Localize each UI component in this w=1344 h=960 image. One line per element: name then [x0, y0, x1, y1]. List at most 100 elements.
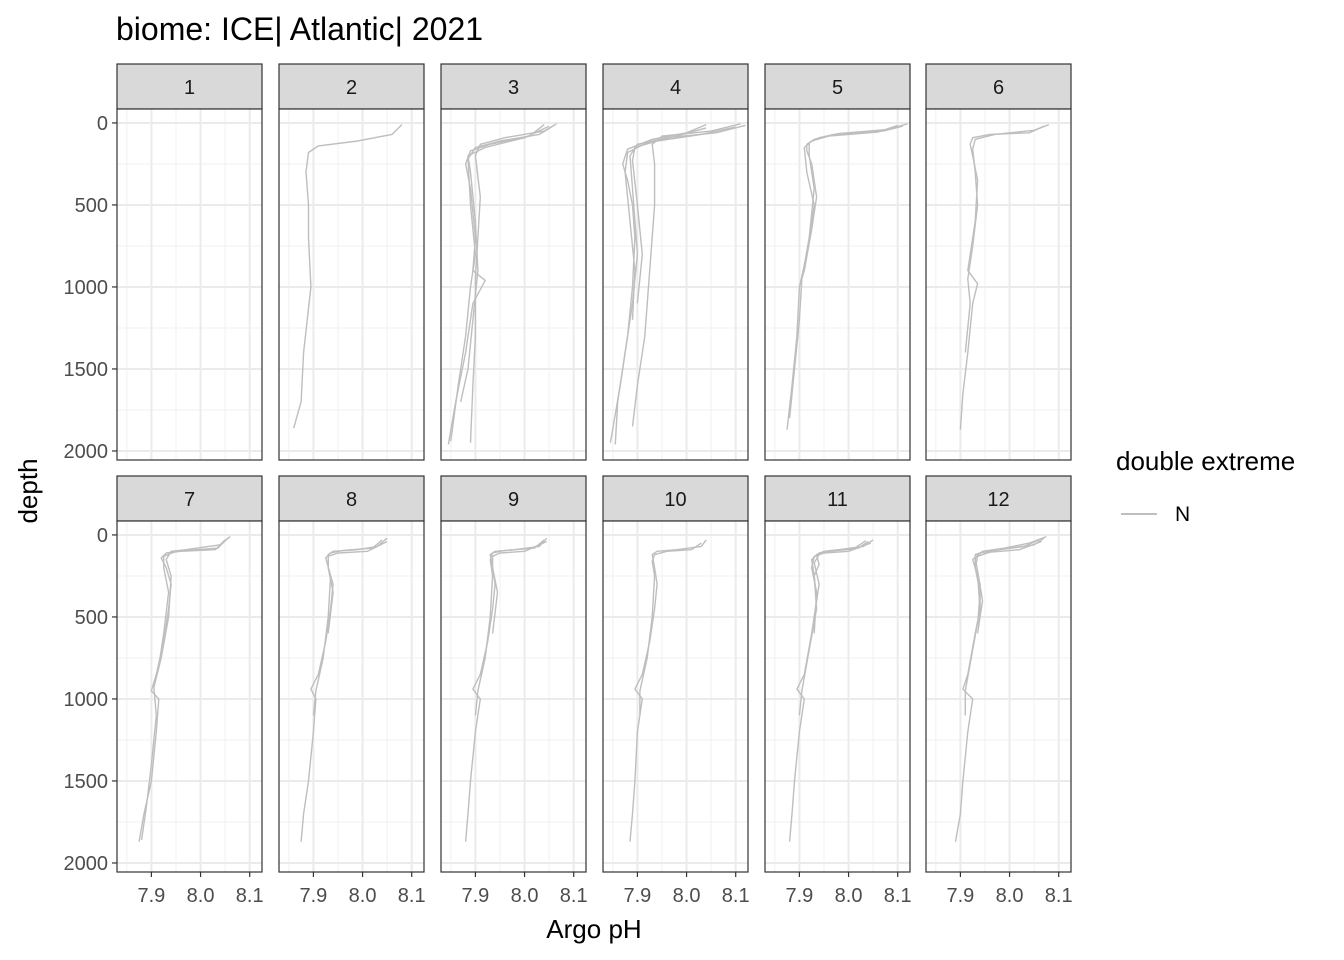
facet-panel-6: 6: [925, 63, 1072, 461]
panel-border: [278, 520, 425, 873]
legend-entry-n: N: [1175, 503, 1190, 526]
x-tick-label: 7.9: [624, 885, 652, 907]
panel-border: [116, 520, 263, 873]
panel-background: [117, 109, 262, 460]
profile-line: [798, 124, 898, 288]
facet-strip: [440, 475, 587, 522]
y-tick-label: 1500: [64, 359, 109, 381]
panel-background: [441, 521, 586, 872]
profile-line: [964, 123, 1050, 353]
panel-border: [440, 520, 587, 873]
x-tick-label: 8.0: [835, 885, 863, 907]
facet-strip: [925, 63, 1072, 110]
x-tick-label: 8.0: [511, 885, 539, 907]
x-tick-label: 8.1: [560, 885, 588, 907]
panel-border: [764, 108, 911, 461]
panel-background: [279, 109, 424, 460]
x-tick-label: 7.9: [786, 885, 814, 907]
facet-panel-12: 12 7.9 8.0 8.1: [925, 475, 1073, 907]
profile-line: [629, 539, 707, 842]
panel-background: [926, 521, 1071, 872]
profile-line: [158, 537, 229, 667]
facet-panel-5: 5: [764, 63, 911, 461]
x-tick-label: 7.9: [300, 885, 328, 907]
profile-line: [327, 540, 388, 634]
facet-strip: [602, 63, 749, 110]
facet-strip: [440, 63, 587, 110]
x-axis-title: Argo pH: [546, 914, 641, 944]
facet-strip: [116, 475, 263, 522]
facet-panel-4: 4: [602, 63, 749, 461]
facet-strip-label: 11: [827, 489, 848, 511]
profile-line: [959, 125, 1045, 430]
panel-border: [602, 108, 749, 461]
facet-panel-2: 2: [278, 63, 425, 461]
panel-border: [278, 108, 425, 461]
facet-strip: [278, 475, 425, 522]
y-tick-label: 0: [97, 113, 108, 135]
facet-strip: [602, 475, 749, 522]
legend: double extreme N: [1116, 446, 1295, 526]
x-tick-label: 7.9: [947, 885, 975, 907]
facet-panel-8: 8 7.9 8.0 8.1: [278, 475, 426, 907]
x-tick-label: 7.9: [138, 885, 166, 907]
facet-strip-label: 8: [346, 489, 357, 511]
profile-line: [811, 542, 871, 634]
panel-background: [603, 109, 748, 460]
panel-border: [602, 520, 749, 873]
profile-line: [491, 540, 547, 634]
facet-strip-label: 3: [508, 77, 519, 99]
profile-line: [974, 540, 1042, 626]
profile-line: [631, 126, 736, 304]
facet-panel-11: 11 7.9 8.0 8.1: [764, 475, 912, 907]
x-tick-label: 8.1: [884, 885, 912, 907]
facet-panel-3: 3: [440, 63, 587, 461]
panel-background: [441, 109, 586, 460]
profile-line: [140, 536, 231, 841]
facet-strip: [116, 63, 263, 110]
panel-border: [116, 108, 263, 461]
facet-strip-label: 1: [184, 77, 195, 99]
facet-strip: [764, 475, 911, 522]
y-tick-label: 1000: [64, 277, 109, 299]
facet-strip: [278, 63, 425, 110]
profile-line: [293, 124, 403, 429]
profile-line: [813, 540, 867, 618]
panel-border: [925, 520, 1072, 873]
facet-strip-label: 4: [670, 77, 681, 99]
facet-panel-1: 1 0 500 1000 1500 2000: [64, 63, 263, 463]
facet-strip-label: 10: [664, 489, 686, 511]
facet-strip-label: 12: [987, 489, 1009, 511]
facet-strip: [764, 63, 911, 110]
chart-title: biome: ICE| Atlantic| 2021: [116, 11, 483, 47]
profile-line: [450, 124, 555, 442]
x-tick-label: 8.1: [398, 885, 426, 907]
x-tick-label: 7.9: [462, 885, 490, 907]
x-tick-label: 8.0: [673, 885, 701, 907]
legend-title: double extreme: [1116, 446, 1295, 476]
y-tick-label: 500: [75, 195, 108, 217]
y-tick-label: 2000: [64, 441, 109, 463]
facet-strip-label: 7: [184, 489, 195, 511]
panel-background: [926, 109, 1071, 460]
profile-line: [788, 123, 908, 419]
profile-line: [614, 124, 746, 445]
profile-line: [474, 539, 545, 716]
panel-background: [279, 521, 424, 872]
y-tick-label: 1500: [64, 771, 109, 793]
x-tick-label: 8.1: [236, 885, 264, 907]
facet-panel-9: 9 7.9 8.0 8.1: [440, 475, 588, 907]
profile-line: [639, 542, 702, 716]
panel-background: [765, 109, 910, 460]
profile-line: [624, 127, 707, 320]
y-axis-title: depth: [13, 458, 43, 523]
facet-strip-label: 5: [832, 77, 843, 99]
facet-strip-label: 6: [993, 77, 1004, 99]
facet-panel-10: 10 7.9 8.0 8.1: [602, 475, 750, 907]
y-tick-label: 1000: [64, 689, 109, 711]
panel-background: [765, 521, 910, 872]
facet-panel-7: 7 0 500 1000 1500 2000 7.9 8.0 8.1: [64, 475, 264, 907]
x-tick-label: 8.0: [187, 885, 215, 907]
